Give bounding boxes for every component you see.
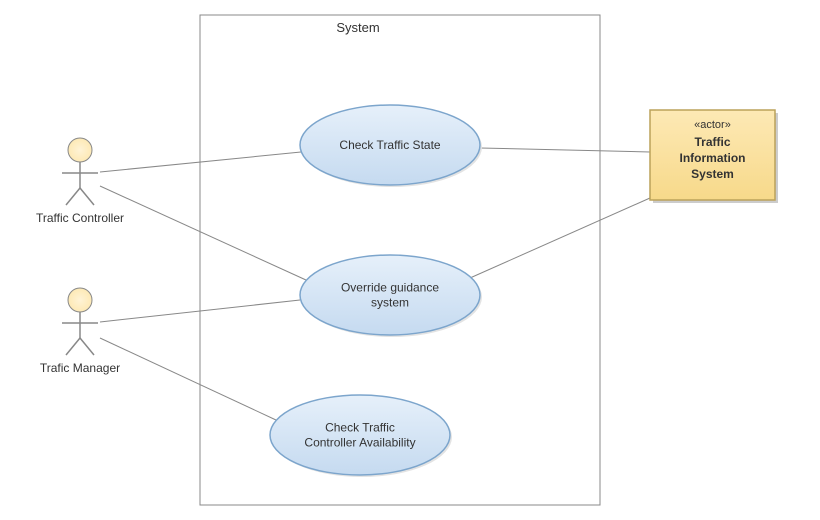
actor-box-stereotype: «actor» — [694, 119, 731, 131]
usecase-label-override-guidance: system — [371, 296, 409, 310]
actor-box-title: Information — [680, 151, 746, 165]
actor-box-title: System — [691, 167, 734, 181]
system-label: System — [336, 20, 379, 35]
actor-label-traffic-controller: Traffic Controller — [36, 211, 124, 225]
usecase-label-override-guidance: Override guidance — [341, 281, 439, 295]
actor-traffic-controller — [62, 138, 98, 205]
usecase-label-check-traffic-state: Check Traffic State — [339, 138, 440, 152]
actor-label-trafic-manager: Trafic Manager — [40, 361, 120, 375]
actor-box-title: Traffic — [694, 135, 730, 149]
usecase-label-check-availability: Check Traffic — [325, 421, 395, 435]
usecase-label-check-availability: Controller Availability — [304, 436, 415, 450]
actor-trafic-manager — [62, 288, 98, 355]
use-case-diagram: System Check Traffic State Override guidan… — [0, 0, 820, 520]
